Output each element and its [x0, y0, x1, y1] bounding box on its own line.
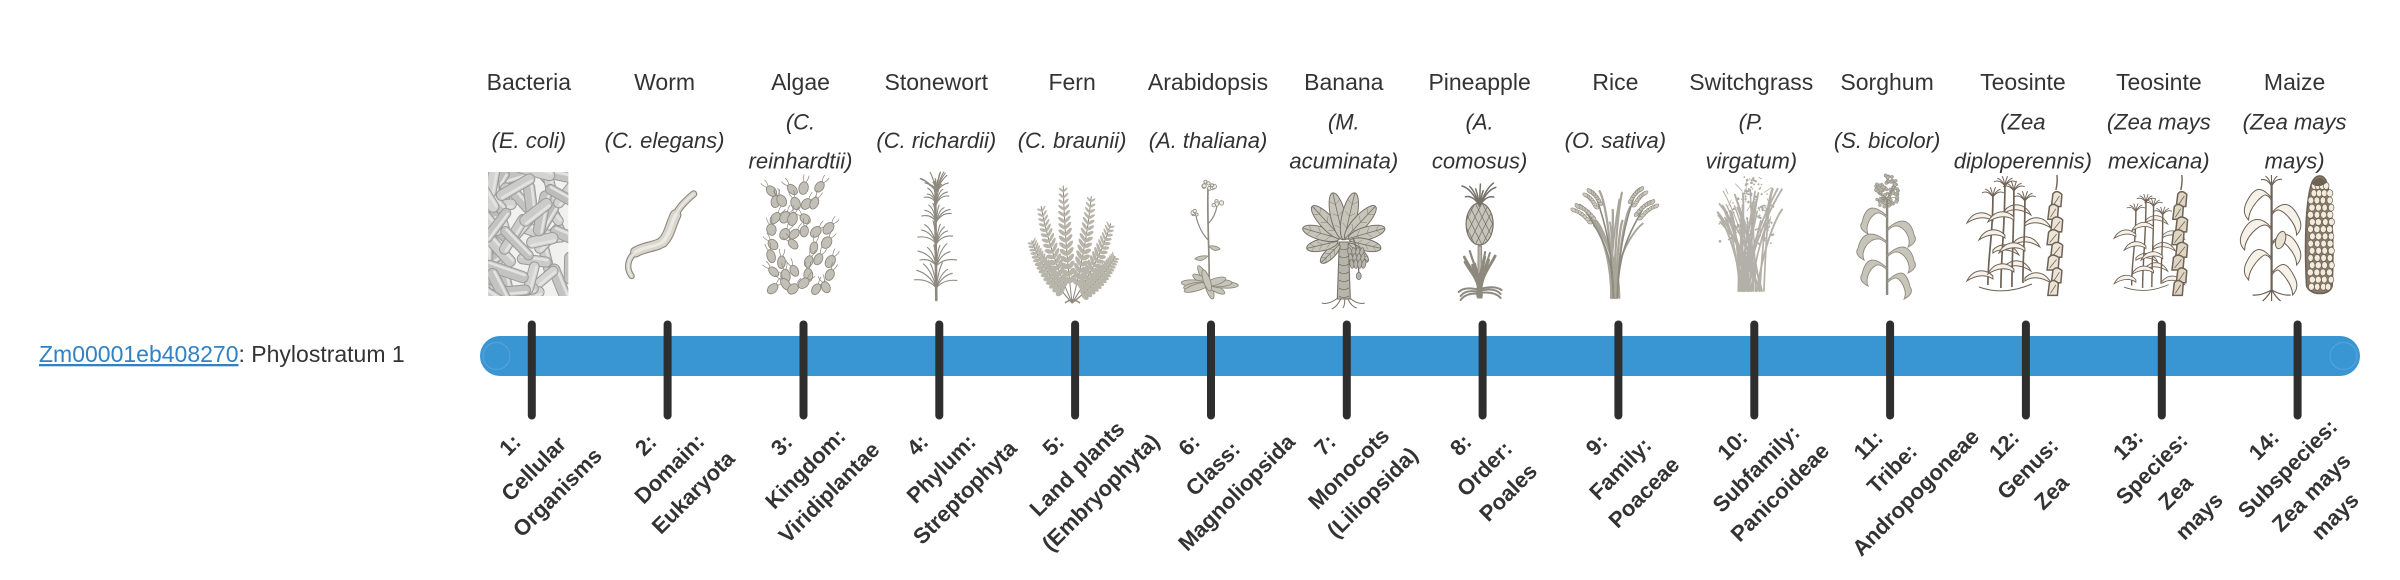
- svg-text:Banana: Banana: [1304, 69, 1384, 95]
- svg-text:(C. braunii): (C. braunii): [1018, 128, 1127, 153]
- svg-text:Algae: Algae: [771, 69, 830, 95]
- svg-text:Fern: Fern: [1048, 69, 1095, 95]
- svg-text:Sorghum: Sorghum: [1840, 69, 1933, 95]
- svg-text:(C.: (C.: [786, 110, 815, 135]
- svg-text:mays): mays): [2265, 149, 2325, 174]
- svg-text:(Zea mays: (Zea mays: [2243, 110, 2347, 135]
- svg-text:(A. thaliana): (A. thaliana): [1149, 128, 1268, 153]
- svg-text:(S. bicolor): (S. bicolor): [1834, 128, 1940, 153]
- svg-text:Zm00001eb408270: Phylostratum: Zm00001eb408270: Phylostratum 1: [39, 341, 405, 367]
- svg-text:Worm: Worm: [634, 69, 695, 95]
- svg-text:(P.: (P.: [1739, 110, 1764, 135]
- svg-text:Switchgrass: Switchgrass: [1689, 69, 1813, 95]
- svg-text:(C. richardii): (C. richardii): [876, 128, 996, 153]
- svg-text:acuminata): acuminata): [1289, 149, 1398, 174]
- svg-text:Maize: Maize: [2264, 69, 2325, 95]
- svg-text:(C. elegans): (C. elegans): [605, 128, 725, 153]
- svg-text:Bacteria: Bacteria: [487, 69, 572, 95]
- svg-text:Teosinte: Teosinte: [2116, 69, 2202, 95]
- svg-text:Arabidopsis: Arabidopsis: [1148, 69, 1268, 95]
- svg-text:diploperennis): diploperennis): [1954, 149, 2092, 174]
- svg-text:(E. coli): (E. coli): [492, 128, 567, 153]
- svg-text:(A.: (A.: [1466, 110, 1494, 135]
- svg-text:reinhardtii): reinhardtii): [749, 149, 853, 174]
- svg-text:virgatum): virgatum): [1705, 149, 1797, 174]
- svg-text:Stonewort: Stonewort: [885, 69, 989, 95]
- svg-text:(M.: (M.: [1328, 110, 1360, 135]
- svg-text:(Zea: (Zea: [2000, 110, 2045, 135]
- svg-text:Teosinte: Teosinte: [1980, 69, 2066, 95]
- svg-text:mexicana): mexicana): [2108, 149, 2209, 174]
- svg-text:Pineapple: Pineapple: [1428, 69, 1530, 95]
- svg-text:Rice: Rice: [1592, 69, 1638, 95]
- svg-text:(Zea mays: (Zea mays: [2107, 110, 2211, 135]
- svg-text:(O. sativa): (O. sativa): [1565, 128, 1666, 153]
- svg-text:comosus): comosus): [1432, 149, 1527, 174]
